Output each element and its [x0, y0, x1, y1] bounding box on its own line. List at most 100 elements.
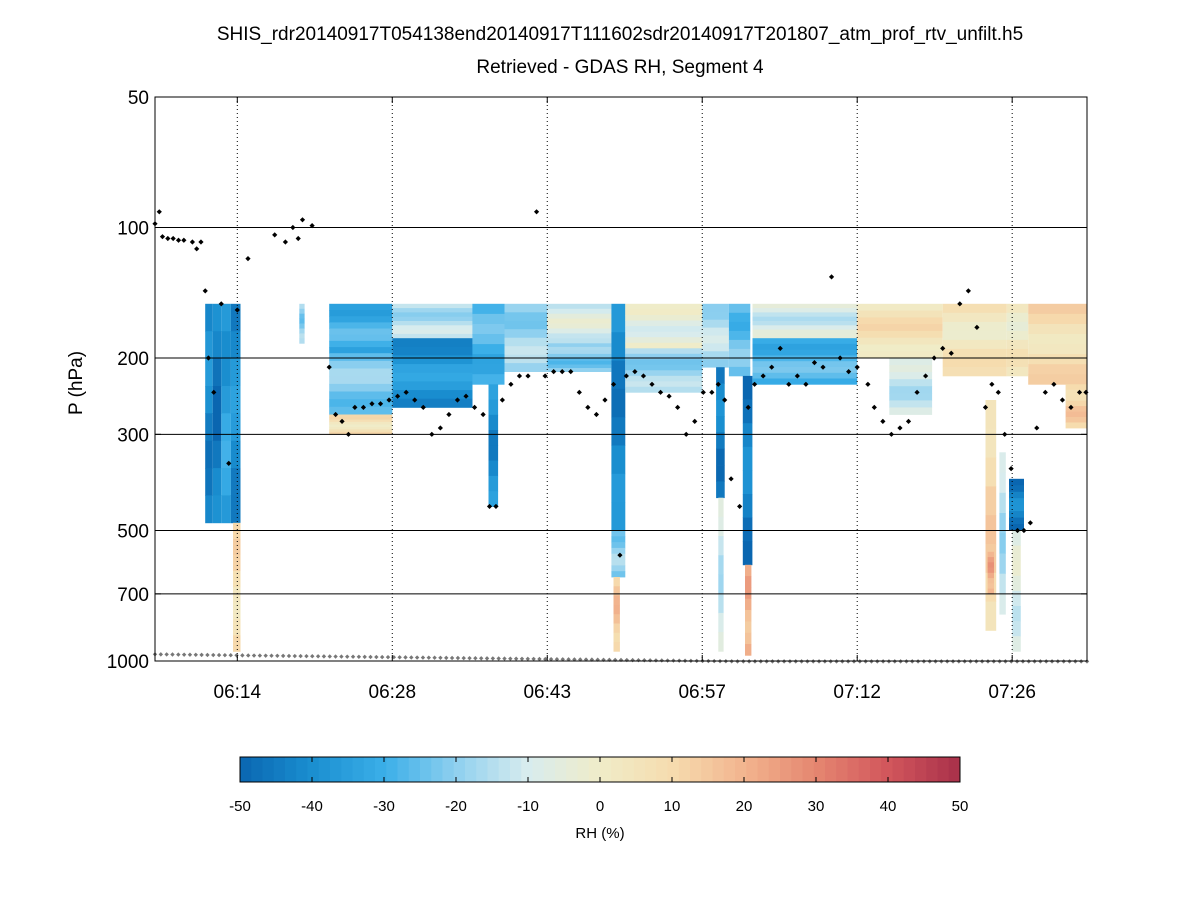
rh-cell [1028, 324, 1087, 335]
rh-cell [230, 303, 241, 332]
rh-cell [716, 465, 725, 482]
rh-cell [1012, 590, 1021, 607]
surface-marker [473, 656, 478, 661]
tropopause-marker [369, 401, 375, 407]
colorbar-swatch [611, 757, 623, 782]
tropopause-marker [429, 431, 435, 437]
rh-cell [1065, 417, 1087, 423]
rh-cell [392, 381, 473, 391]
rh-cell [1028, 364, 1087, 375]
tropopause-marker [559, 369, 565, 375]
colorbar-swatch [543, 757, 556, 782]
rh-cell [1012, 621, 1021, 637]
colorbar-tick-label: -20 [445, 798, 467, 815]
colorbar-swatch [926, 757, 938, 782]
tropopause-marker [692, 418, 698, 424]
surface-marker [502, 656, 507, 661]
rh-cell [329, 334, 393, 342]
colorbar-swatch [555, 757, 567, 782]
rh-cell [221, 495, 231, 524]
tropopause-marker [974, 324, 980, 330]
tropopause-marker [463, 393, 469, 399]
tropopause-marker [395, 393, 401, 399]
rh-cell [611, 502, 626, 531]
surface-marker [286, 653, 292, 659]
tropopause-marker [948, 350, 954, 356]
rh-cell [233, 635, 241, 652]
rh-cell [472, 354, 505, 365]
tropopause-marker [499, 397, 505, 403]
y-axis-label: P (hPa) [66, 351, 87, 415]
colorbar-swatch [813, 757, 826, 782]
rh-cell [299, 308, 305, 315]
colorbar-swatch [566, 757, 578, 782]
surface-marker [315, 654, 321, 659]
rh-cell [221, 303, 231, 332]
rh-cell [716, 367, 725, 384]
surface-marker [263, 653, 268, 658]
rh-cell [718, 497, 724, 518]
rh-cell [625, 337, 703, 344]
colorbar-swatch [622, 757, 635, 782]
rh-cell [625, 381, 703, 388]
colorbar-swatch [780, 757, 792, 782]
tropopause-marker [709, 389, 715, 395]
surface-marker [537, 656, 542, 662]
tropopause-marker [170, 235, 176, 242]
surface-marker [216, 652, 222, 658]
rh-cell [1006, 339, 1029, 350]
colorbar-swatch [442, 757, 455, 782]
colorbar-swatch [453, 757, 466, 782]
rh-cell [329, 340, 393, 348]
rh-cell [999, 452, 1006, 473]
surface-marker [246, 653, 251, 658]
rh-cell [611, 536, 626, 543]
y-tick-label: 200 [117, 349, 149, 370]
surface-marker [409, 655, 414, 660]
tropopause-marker [189, 239, 196, 245]
rh-cell [716, 448, 725, 466]
rh-cell [985, 457, 997, 487]
colorbar-swatch [363, 757, 376, 782]
colorbar-swatch [656, 757, 668, 782]
rh-cell [611, 303, 626, 333]
rh-cell [718, 593, 724, 614]
rh-cell [942, 321, 1007, 332]
colorbar-swatch [633, 757, 646, 782]
colorbar-swatch [251, 757, 263, 782]
tropopause-marker [640, 373, 647, 379]
rh-cell [728, 357, 751, 368]
rh-cell [1012, 636, 1021, 652]
tropopause-marker [454, 397, 461, 403]
rh-cell [547, 357, 612, 362]
colorbar-swatch [735, 757, 747, 782]
rh-cell [212, 358, 222, 387]
tropopause-marker [205, 355, 212, 361]
tropopause-marker [923, 373, 929, 379]
surface-marker [164, 652, 169, 657]
rh-cell [718, 632, 724, 652]
rh-cell [1065, 395, 1087, 402]
rh-cell [329, 328, 393, 336]
rh-cell [329, 360, 393, 369]
y-tick-label: 700 [117, 585, 149, 606]
rh-cell [547, 338, 612, 344]
rh-cell [942, 348, 1007, 359]
colorbar-swatch [903, 757, 916, 782]
rh-cell [745, 587, 752, 600]
rh-cell [547, 323, 612, 329]
rh-cell [1006, 303, 1029, 314]
rh-cell [716, 481, 725, 499]
tropopause-marker [1027, 520, 1033, 526]
colorbar-swatch [802, 757, 815, 782]
rh-cell [392, 316, 473, 322]
surface-marker [554, 657, 560, 662]
rh-cell [212, 303, 222, 332]
colorbar-swatch [397, 757, 410, 782]
tropopause-marker [623, 373, 629, 379]
rh-cell [889, 379, 933, 387]
y-tick-label: 100 [117, 218, 149, 239]
tropopause-marker [345, 431, 352, 437]
rh-cell [716, 399, 725, 417]
